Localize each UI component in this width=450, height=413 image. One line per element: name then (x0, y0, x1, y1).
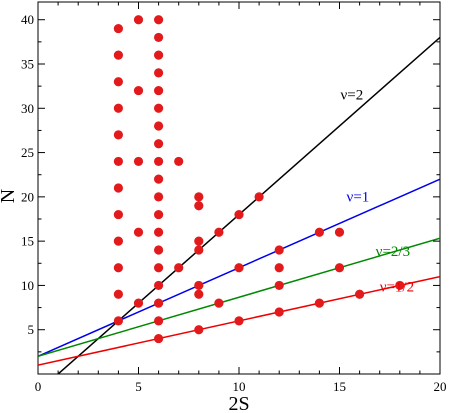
data-point (194, 192, 204, 202)
data-point (154, 316, 164, 326)
data-point (274, 280, 284, 291)
data-point (154, 15, 164, 25)
data-point (154, 280, 164, 291)
x-tick-label: 5 (135, 379, 142, 394)
data-point (113, 50, 123, 60)
data-point (154, 227, 164, 237)
data-point (194, 325, 204, 335)
data-point (274, 263, 284, 273)
data-point (113, 156, 123, 167)
data-point (194, 245, 204, 255)
data-point (133, 298, 144, 308)
data-point (234, 209, 244, 220)
data-point (154, 139, 164, 149)
y-tick-label: 5 (28, 322, 35, 337)
series-line (38, 237, 440, 358)
data-point (194, 236, 204, 246)
y-tick-label: 15 (21, 234, 34, 249)
data-point (154, 32, 164, 43)
series-line-label: ν=2/3 (376, 244, 410, 260)
series-line-label: ν=1 (347, 189, 370, 205)
data-point (113, 23, 123, 34)
data-point (113, 103, 123, 113)
data-point (154, 156, 164, 167)
data-point (154, 245, 164, 255)
data-point (133, 227, 144, 237)
data-point (194, 280, 204, 291)
data-point (113, 316, 123, 326)
data-point (234, 263, 244, 273)
y-axis-label: N (0, 189, 19, 203)
data-point (234, 316, 244, 326)
data-point (355, 289, 365, 299)
x-tick-label: 0 (35, 379, 42, 394)
data-point (113, 130, 123, 140)
data-point (154, 333, 164, 344)
data-point (154, 121, 164, 131)
data-point (274, 245, 284, 255)
x-tick-label: 20 (434, 379, 447, 394)
data-point (133, 85, 144, 96)
ticks-layer: 0 5 10 15 20 5 10 15 20 25 30 35 40 (21, 2, 447, 394)
data-point (214, 227, 224, 237)
line-labels-layer: ν=2 ν=1 ν=2/3 ν=1/2 (341, 87, 415, 295)
y-tick-label: 40 (21, 12, 34, 27)
data-point (395, 280, 405, 291)
data-point (154, 263, 164, 273)
y-tick-label: 20 (21, 189, 34, 204)
data-point (274, 307, 284, 317)
y-tick-label: 10 (21, 278, 34, 293)
data-point (113, 183, 123, 193)
x-tick-label: 10 (233, 379, 246, 394)
data-point (314, 227, 324, 237)
data-point (154, 174, 164, 184)
data-point (334, 263, 345, 273)
data-point (154, 50, 164, 60)
data-point (154, 103, 164, 113)
points-layer (113, 15, 405, 344)
data-point (113, 263, 123, 273)
data-point (194, 201, 204, 211)
data-point (154, 209, 164, 220)
y-tick-label: 30 (21, 101, 34, 116)
data-point (174, 263, 184, 273)
data-point (113, 289, 123, 299)
data-point (194, 289, 204, 299)
data-point (254, 192, 264, 202)
x-tick-label: 15 (333, 379, 346, 394)
data-point (334, 227, 345, 237)
data-point (154, 85, 164, 96)
x-axis-label: 2S (228, 393, 249, 413)
y-tick-label: 25 (21, 145, 34, 160)
data-point (154, 298, 164, 308)
y-tick-label: 35 (21, 57, 34, 72)
data-point (154, 68, 164, 78)
data-point (314, 298, 324, 308)
data-point (113, 77, 123, 87)
data-point (133, 156, 144, 167)
series-line-label: ν=1/2 (380, 280, 414, 296)
data-point (174, 156, 184, 167)
series-line-label: ν=2 (341, 87, 364, 103)
data-point (133, 15, 144, 25)
data-point (113, 209, 123, 220)
data-point (154, 192, 164, 202)
data-point (113, 236, 123, 246)
data-point (214, 298, 224, 308)
